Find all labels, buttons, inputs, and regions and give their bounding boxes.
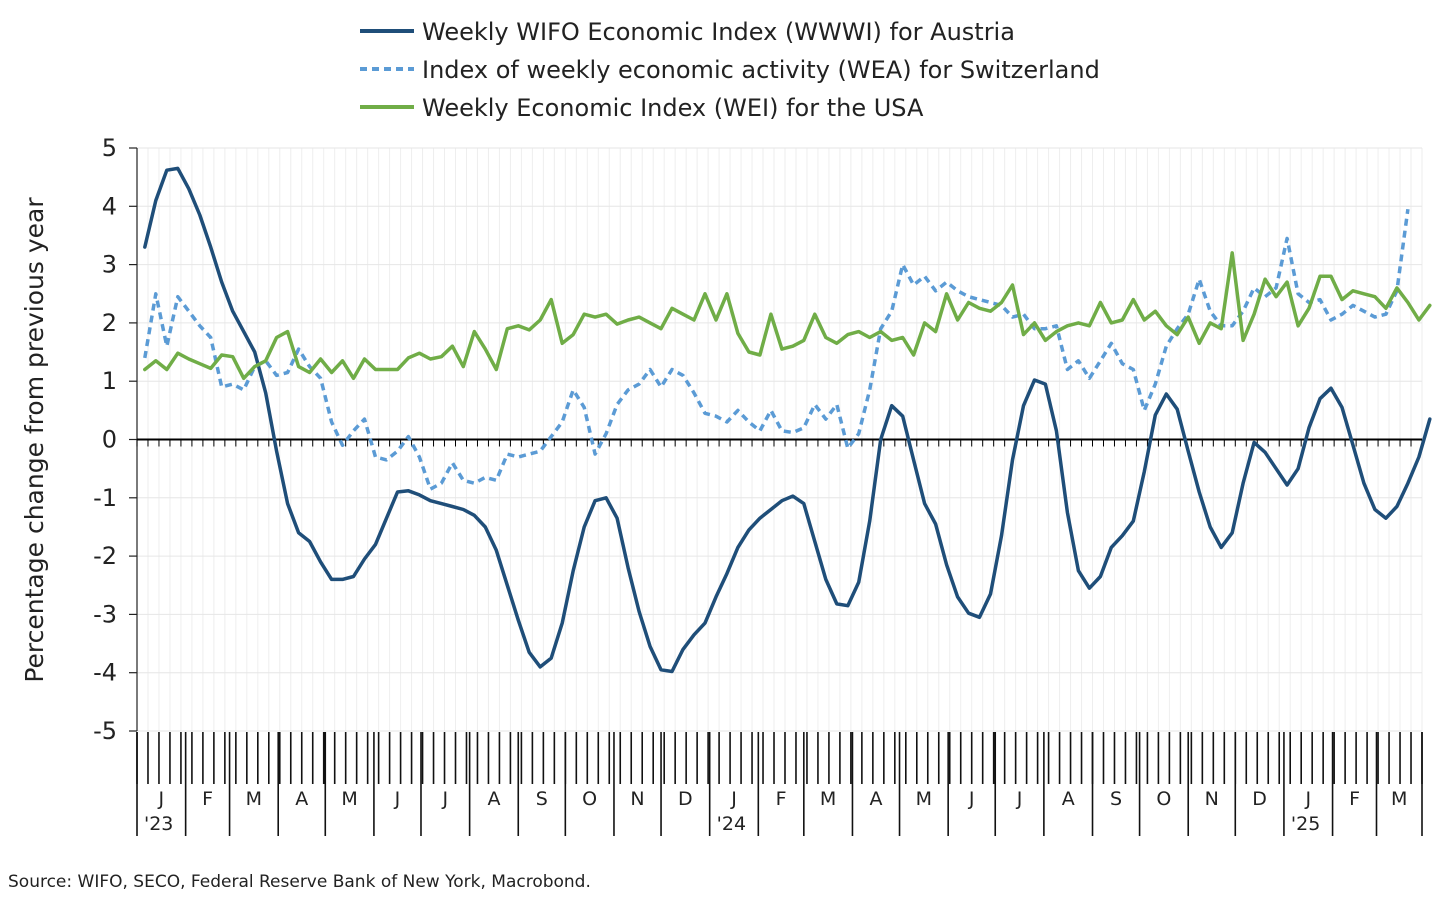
month-label: F bbox=[202, 788, 213, 810]
month-label: A bbox=[295, 788, 308, 810]
month-label: J bbox=[1304, 788, 1311, 810]
legend-label: Weekly Economic Index (WEI) for the USA bbox=[422, 94, 924, 122]
series-layer bbox=[143, 166, 1432, 674]
month-label: M bbox=[820, 788, 836, 810]
y-tick-label: -3 bbox=[93, 600, 117, 628]
axes-layer: 5 4 3 2 1 0 -1 -2 -3 -4 -5 J F M A M J J A S O N D J F M A M J J A S O N D… bbox=[93, 134, 1423, 836]
month-label: A bbox=[869, 788, 882, 810]
series-line-2 bbox=[143, 251, 1432, 381]
month-label: J bbox=[968, 788, 975, 810]
year-label: '24 bbox=[717, 813, 746, 835]
month-label: D bbox=[678, 788, 693, 810]
y-axis-label: Percentage change from previous year bbox=[20, 197, 49, 683]
y-tick-label: -2 bbox=[93, 542, 117, 570]
month-label: M bbox=[1391, 788, 1407, 810]
month-label: N bbox=[630, 788, 644, 810]
month-label: A bbox=[1062, 788, 1075, 810]
y-tick-label: 5 bbox=[102, 134, 117, 162]
y-tick-label: 1 bbox=[102, 367, 117, 395]
month-label: O bbox=[582, 788, 597, 810]
year-label: '25 bbox=[1291, 813, 1320, 835]
y-tick-label: 2 bbox=[102, 309, 117, 337]
y-tick-label: 4 bbox=[102, 192, 117, 220]
source-note: Source: WIFO, SECO, Federal Reserve Bank… bbox=[8, 872, 591, 892]
series-line-0 bbox=[143, 166, 1432, 674]
month-label: M bbox=[341, 788, 357, 810]
month-label: J bbox=[730, 788, 737, 810]
legend-label: Index of weekly economic activity (WEA) … bbox=[422, 56, 1100, 84]
y-tick-label: -5 bbox=[93, 717, 117, 745]
y-tick-label: -4 bbox=[93, 659, 117, 687]
series-line-1 bbox=[143, 208, 1410, 491]
y-tick-label: 0 bbox=[102, 426, 117, 454]
month-label: J bbox=[1016, 788, 1023, 810]
month-label: D bbox=[1252, 788, 1267, 810]
month-label: J bbox=[158, 788, 165, 810]
month-label: M bbox=[916, 788, 932, 810]
month-label: S bbox=[536, 788, 548, 810]
year-label: '23 bbox=[144, 813, 173, 835]
month-label: F bbox=[1349, 788, 1360, 810]
month-label: N bbox=[1205, 788, 1219, 810]
month-label: F bbox=[776, 788, 787, 810]
month-label: M bbox=[246, 788, 262, 810]
month-label: J bbox=[442, 788, 449, 810]
month-label: O bbox=[1156, 788, 1171, 810]
month-label: J bbox=[394, 788, 401, 810]
month-label: A bbox=[487, 788, 500, 810]
legend: Weekly WIFO Economic Index (WWWI) for Au… bbox=[360, 18, 1100, 122]
y-tick-label: -1 bbox=[93, 484, 117, 512]
y-tick-label: 3 bbox=[102, 251, 117, 279]
legend-label: Weekly WIFO Economic Index (WWWI) for Au… bbox=[422, 18, 1015, 46]
month-label: S bbox=[1110, 788, 1122, 810]
